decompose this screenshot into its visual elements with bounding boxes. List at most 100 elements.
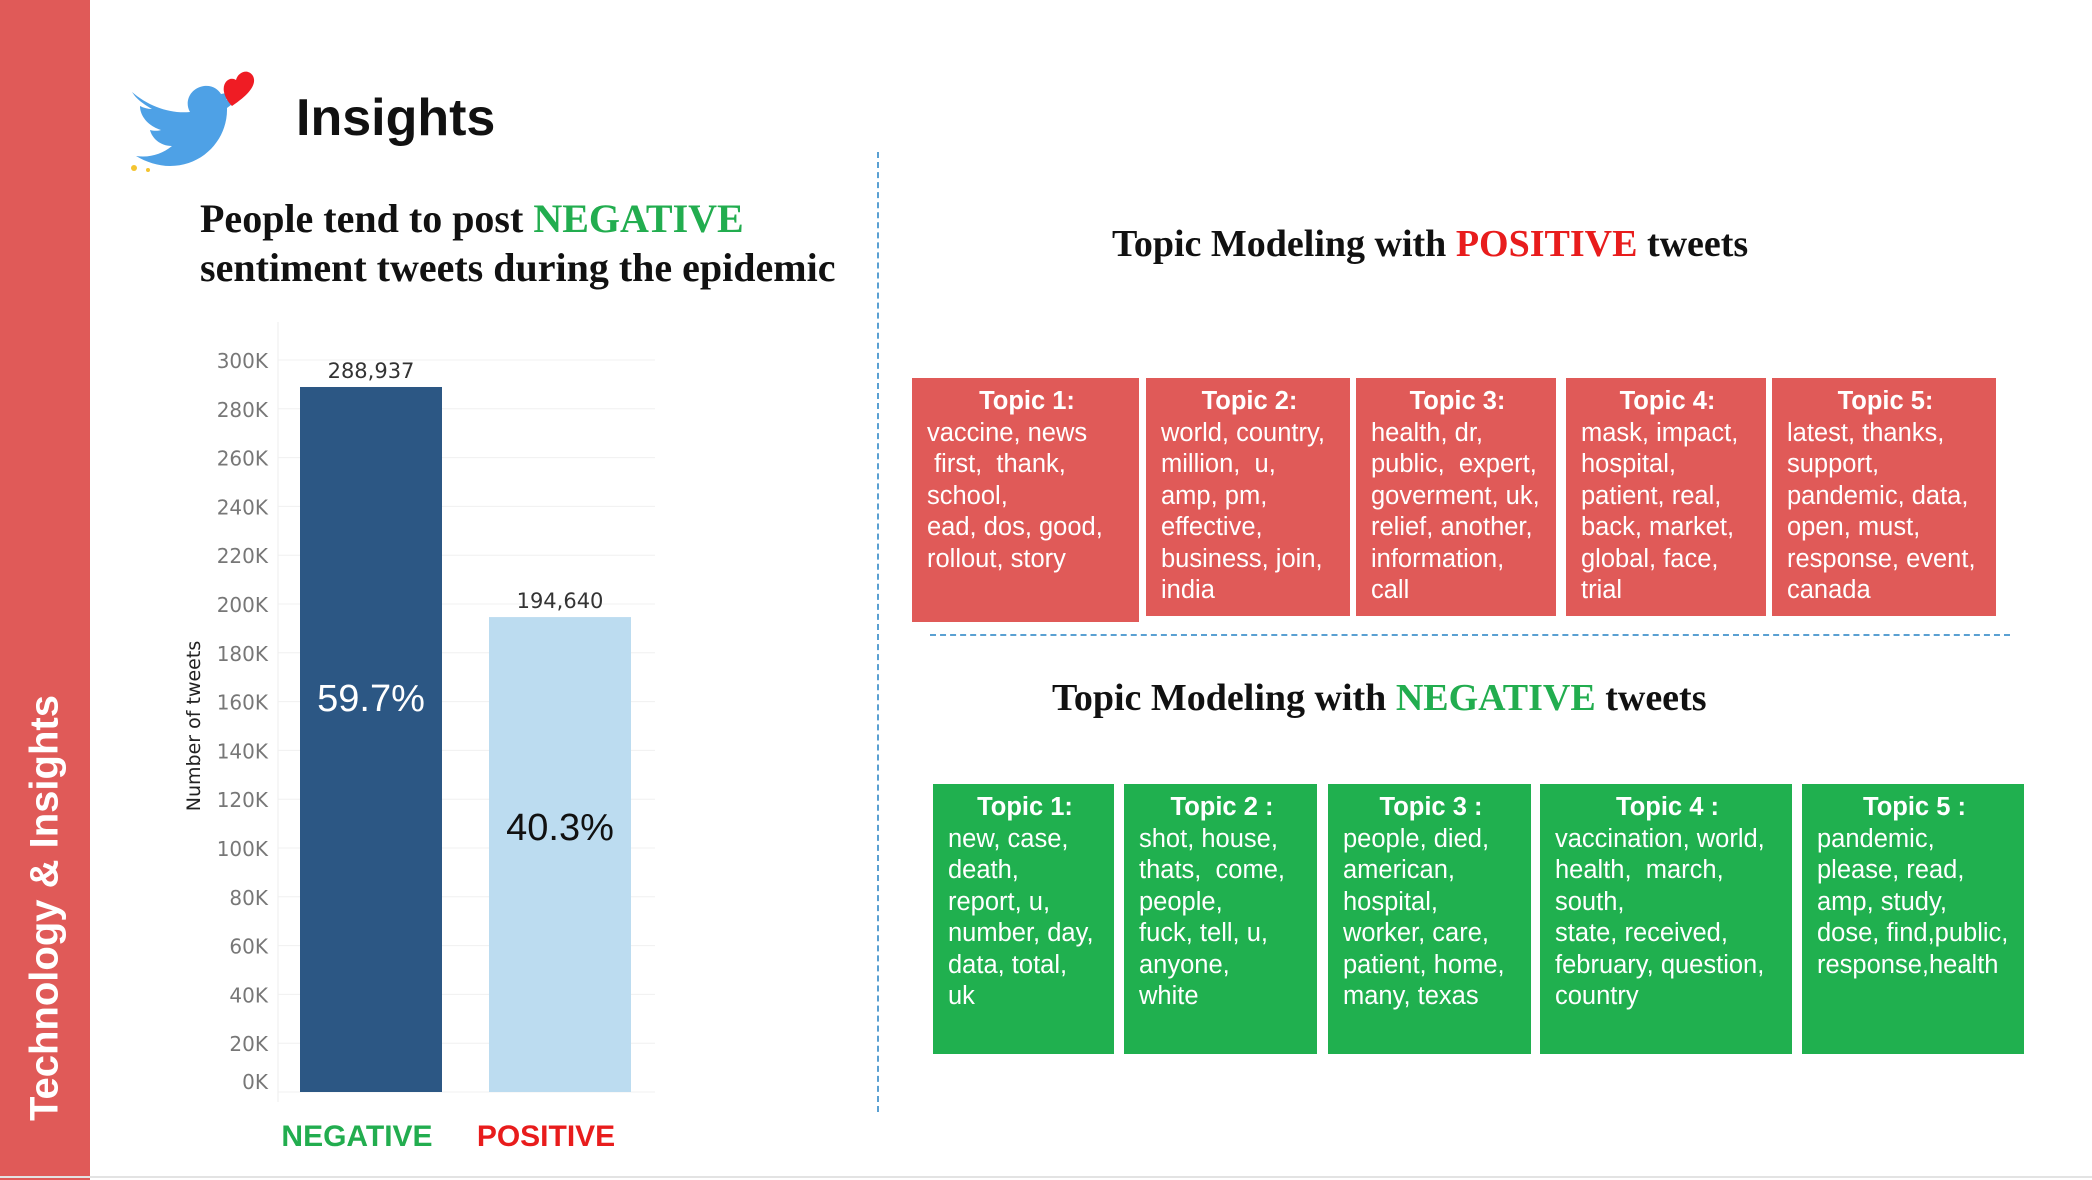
topic-keywords-line: worker, care,: [1343, 919, 1489, 947]
headline-highlight: NEGATIVE: [533, 196, 744, 241]
topic-keywords-line: back, market,: [1581, 513, 1735, 541]
topic-keywords-line: many, texas: [1343, 982, 1479, 1010]
topic-keywords-line: patient, real,: [1581, 481, 1722, 510]
topic-keywords-line: vaccination, world,: [1555, 824, 1765, 853]
neg-topic-card: Topic 3 : people, died, american, hospital,…: [1328, 784, 1531, 1054]
topic-keywords-line: world, country,: [1161, 418, 1325, 447]
topic-keywords-line: report, u,: [948, 887, 1051, 916]
topic-keywords-line: response,health: [1817, 950, 1999, 979]
topic-keywords-line: people,: [1139, 887, 1223, 916]
topic-keywords-line: business, join,: [1161, 544, 1323, 573]
y-tick-label: 260K: [217, 447, 269, 471]
negative-title-highlight: NEGATIVE: [1395, 677, 1596, 719]
topic-keywords-line: public, expert,: [1371, 450, 1537, 478]
y-tick-label: 220K: [217, 544, 269, 568]
topic-keywords-line: call: [1371, 576, 1410, 604]
topic-keywords-line: pandemic, data,: [1787, 481, 1969, 510]
topic-keywords-line: please, read,: [1817, 856, 1965, 884]
topic-keywords-line: amp, study,: [1817, 887, 1947, 916]
topic-keywords-line: rollout, story: [927, 544, 1066, 573]
y-tick-label: 140K: [217, 739, 269, 763]
bar-percent-label: 40.3%: [506, 807, 614, 849]
topic-keywords-line: february, question,: [1555, 950, 1765, 979]
bottom-divider: [0, 1176, 2092, 1178]
topic-heading: Topic 2 :: [1170, 793, 1274, 821]
neg-topic-card: Topic 1: new, case, death, report, u, number…: [933, 784, 1114, 1054]
x-category-label: NEGATIVE: [281, 1120, 432, 1153]
topic-keywords-line: health, march,: [1555, 856, 1724, 884]
topic-keywords-line: goverment, uk,: [1371, 481, 1540, 510]
headline-prefix: People tend to post: [200, 196, 534, 241]
topic-keywords-line: white: [1139, 982, 1199, 1010]
topic-keywords-line: amp, pm,: [1161, 481, 1268, 510]
pos-topic-card: Topic 3: health, dr, public, expert, goverm…: [1356, 378, 1556, 616]
topic-keywords-line: open, must,: [1787, 513, 1921, 541]
topic-keywords-line: canada: [1787, 576, 1871, 604]
topic-heading: Topic 5 :: [1863, 793, 1966, 821]
topic-keywords-line: hospital,: [1581, 450, 1676, 478]
twitter-bird-heart-icon: [131, 71, 255, 172]
topic-heading: Topic 5:: [1837, 387, 1934, 415]
topic-keywords-line: dose, find,public,: [1817, 919, 2009, 947]
topic-heading: Topic 1:: [979, 387, 1075, 415]
bar-value-label: 288,937: [328, 359, 415, 383]
y-tick-label: 240K: [217, 495, 269, 519]
topic-keywords-line: india: [1161, 576, 1215, 604]
topic-keywords-line: thats, come,: [1139, 856, 1285, 884]
topic-keywords-line: vaccine, news: [927, 418, 1088, 447]
topic-keywords-line: ead, dos, good,: [927, 513, 1103, 541]
y-tick-label: 160K: [217, 691, 269, 715]
topic-keywords-line: people, died,: [1343, 824, 1490, 853]
positive-title-highlight: POSITIVE: [1455, 223, 1638, 265]
neg-topic-card: Topic 5 : pandemic, please, read, amp, stud…: [1802, 784, 2024, 1054]
topic-heading: Topic 4:: [1619, 387, 1716, 415]
topic-heading: Topic 3:: [1409, 387, 1506, 415]
bar-chart: 0K 20K 40K 60K 80K 100K 120K 140K 160K 180K 200K 22…: [183, 322, 655, 1153]
sidebar: Technology & Insights: [0, 0, 90, 1180]
pos-topic-card: Topic 1: vaccine, news first, thank, schoo…: [912, 378, 1139, 622]
topic-keywords-line: data, total,: [948, 950, 1068, 979]
y-tick-label: 200K: [217, 593, 269, 617]
headline-line2: sentiment tweets during the epidemic: [200, 245, 836, 290]
positive-title-prefix: Topic Modeling with: [1112, 223, 1456, 265]
y-tick-label: 120K: [217, 788, 269, 812]
y-tick-label: 300K: [217, 349, 269, 373]
chart-headline: People tend to post NEGATIVE sentiment t…: [200, 194, 835, 292]
bar-value-label: 194,640: [517, 589, 604, 613]
topic-keywords-line: school,: [927, 481, 1008, 510]
topic-heading: Topic 4 :: [1616, 793, 1719, 821]
page-title: Insights: [296, 89, 496, 147]
y-axis-label: Number of tweets: [183, 641, 205, 811]
pos-topic-card: Topic 5: latest, thanks, support, pandemic,…: [1772, 378, 1996, 616]
topic-keywords-line: trial: [1581, 576, 1623, 604]
negative-title-prefix: Topic Modeling with: [1052, 677, 1396, 719]
y-tick-label: 280K: [217, 398, 269, 422]
neg-topic-card: Topic 2 : shot, house, thats, come, people,…: [1124, 784, 1317, 1054]
topic-keywords-line: american,: [1343, 856, 1455, 884]
topic-keywords-line: latest, thanks,: [1787, 418, 1945, 447]
negative-title-suffix: tweets: [1595, 677, 1707, 719]
bar: [489, 617, 631, 1092]
topic-keywords-line: global, face,: [1581, 544, 1719, 573]
topic-keywords-line: number, day,: [948, 919, 1094, 947]
y-tick-label: 100K: [217, 837, 269, 861]
bar: [300, 386, 442, 1092]
topic-keywords-line: first, thank,: [927, 450, 1066, 478]
topic-keywords-line: state, received,: [1555, 919, 1728, 947]
topic-keywords-line: fuck, tell, u,: [1139, 919, 1268, 947]
y-tick-label: 0K: [242, 1070, 269, 1094]
positive-section-title: Topic Modeling with POSITIVE tweets: [1112, 222, 1748, 266]
vertical-divider: [877, 152, 879, 1112]
topic-keywords-line: health, dr,: [1371, 418, 1483, 447]
topic-keywords-line: country: [1555, 982, 1639, 1010]
topic-keywords-line: patient, home,: [1343, 950, 1505, 979]
y-tick-label: 40K: [229, 983, 268, 1007]
bar-percent-label: 59.7%: [317, 678, 425, 720]
pos-topic-card: Topic 4: mask, impact, hospital, patient, r…: [1566, 378, 1766, 616]
topic-keywords-line: new, case,: [948, 824, 1069, 853]
y-tick-label: 20K: [229, 1032, 268, 1056]
topic-keywords-line: relief, another,: [1371, 513, 1533, 541]
y-tick-label: 180K: [217, 642, 269, 666]
positive-title-suffix: tweets: [1637, 223, 1749, 265]
topic-keywords-line: uk: [948, 982, 975, 1010]
